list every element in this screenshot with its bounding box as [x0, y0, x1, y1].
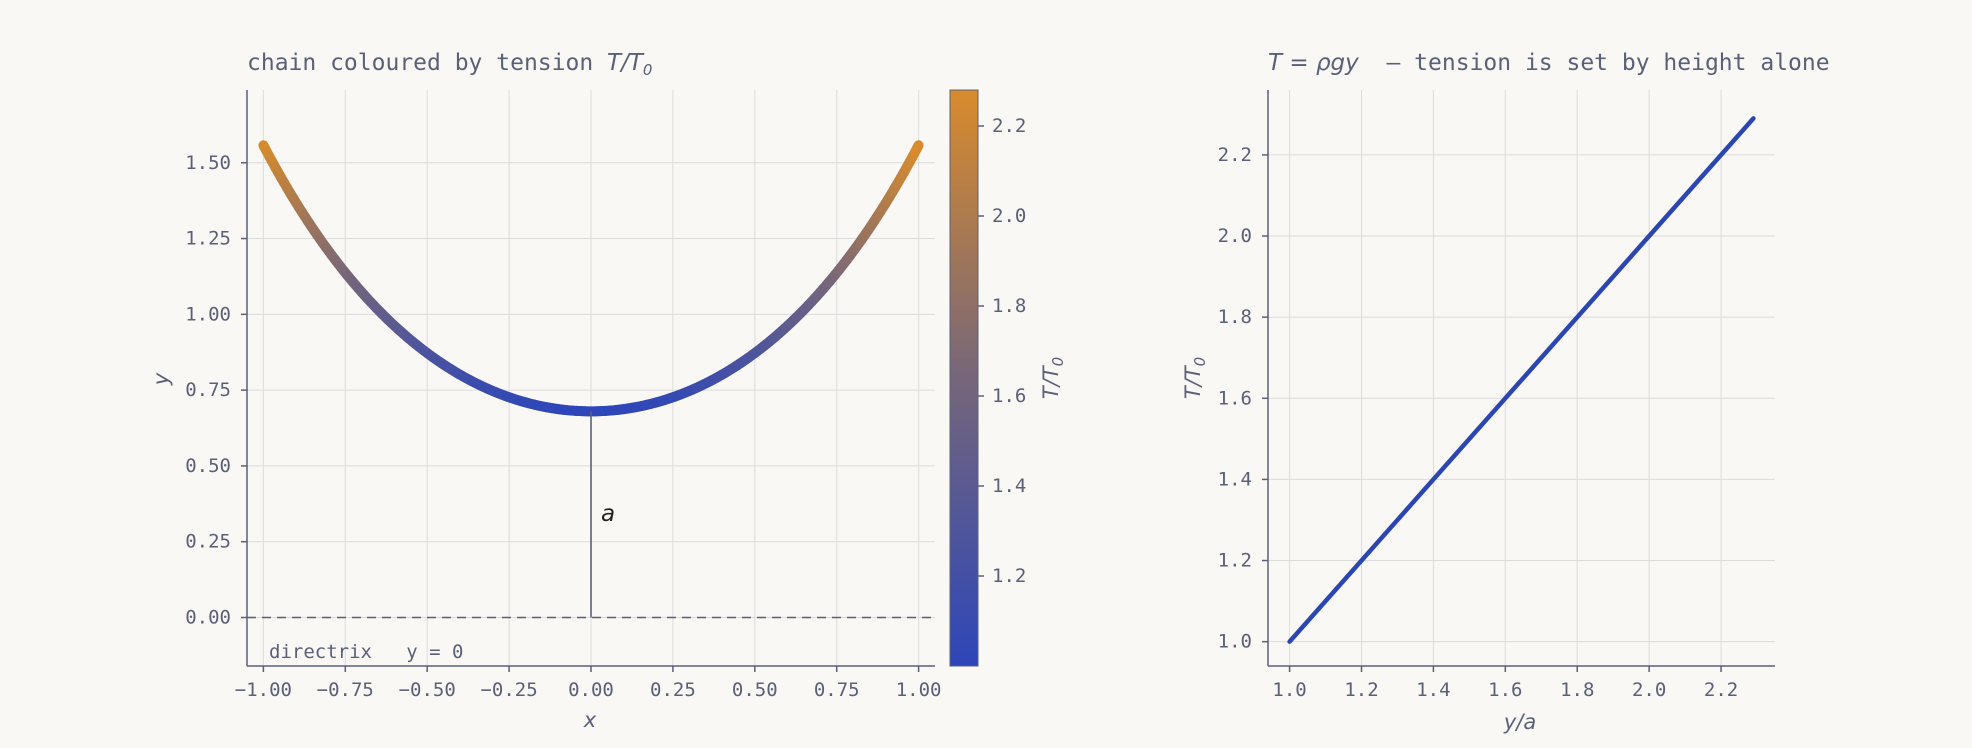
tension-y-ticks: 1.0 1.2 1.4 1.6 1.8 2.0 2.2	[1218, 144, 1268, 653]
tension-y-label: T/T0	[1181, 357, 1209, 399]
colorbar-label: T/T0	[1039, 357, 1067, 399]
tension-x-label: y/a	[1503, 710, 1536, 734]
tension-y-tick-label: 2.0	[1218, 225, 1252, 247]
a-label: a	[601, 501, 615, 527]
colorbar-tick-label: 1.4	[992, 475, 1026, 497]
tension-colorbar: 1.2 1.4 1.6 1.8 2.0 2.2 T/T0	[949, 89, 1067, 667]
tension-y-tick-label: 2.2	[1218, 144, 1252, 166]
catenary-curve	[258, 140, 924, 417]
tension-x-tick-label: 2.2	[1704, 679, 1738, 701]
tension-title: T = ρgy — tension is set by height alone	[1268, 50, 1830, 76]
tension-x-tick-label: 2.0	[1632, 679, 1666, 701]
tension-x-tick-label: 1.8	[1560, 679, 1594, 701]
catenary-y-label: y	[149, 372, 173, 386]
colorbar-tick-label: 1.8	[992, 295, 1026, 317]
tension-y-tick-label: 1.2	[1218, 550, 1252, 572]
catenary-grid	[247, 90, 935, 666]
colorbar-tick-label: 1.6	[992, 385, 1026, 407]
catenary-x-tick-label: 0.50	[732, 679, 778, 701]
tension-x-ticks: 1.0 1.2 1.4 1.6 1.8 2.0 2.2	[1272, 666, 1738, 701]
colorbar-ticks: 1.2 1.4 1.6 1.8 2.0 2.2	[978, 115, 1026, 587]
tension-spines	[1267, 90, 1775, 667]
tension-y-tick-label: 1.4	[1218, 468, 1252, 490]
catenary-y-tick-label: 0.25	[185, 531, 231, 553]
catenary-x-ticks: −1.00 −0.75 −0.50 −0.25 0.00 0.25 0.50 0.75 1.00	[235, 666, 942, 701]
tension-x-tick-label: 1.4	[1416, 679, 1450, 701]
catenary-y-tick-label: 1.50	[185, 152, 231, 174]
catenary-title: chain coloured by tension T/T0	[247, 50, 652, 79]
catenary-y-tick-label: 0.50	[185, 455, 231, 477]
catenary-x-tick-label: −0.50	[399, 679, 456, 701]
colorbar-tick-label: 2.2	[992, 115, 1026, 137]
tension-y-tick-label: 1.6	[1218, 387, 1252, 409]
tension-y-tick-label: 1.8	[1218, 306, 1252, 328]
tension-panel: 1.0 1.2 1.4 1.6 1.8 2.0 2.2 1.0 1.2 1.4 1.6 1.8 2.0…	[1181, 50, 1830, 734]
catenary-x-tick-label: −1.00	[235, 679, 292, 701]
catenary-y-tick-label: 0.00	[185, 606, 231, 628]
colorbar-gradient	[949, 89, 979, 667]
directrix-label: directrix y = 0	[269, 641, 463, 663]
tension-line	[1287, 116, 1756, 644]
tension-x-tick-label: 1.6	[1488, 679, 1522, 701]
catenary-x-tick-label: 1.00	[896, 679, 942, 701]
tension-grid	[1268, 90, 1775, 666]
tension-x-tick-label: 1.2	[1344, 679, 1378, 701]
catenary-y-tick-label: 0.75	[185, 379, 231, 401]
catenary-x-tick-label: −0.25	[480, 679, 537, 701]
catenary-segment	[910, 140, 924, 156]
colorbar-tick-label: 2.0	[992, 205, 1026, 227]
catenary-x-tick-label: 0.75	[814, 679, 860, 701]
catenary-x-tick-label: 0.25	[650, 679, 696, 701]
colorbar-tick-label: 1.2	[992, 565, 1026, 587]
catenary-y-tick-label: 1.00	[185, 303, 231, 325]
tension-series	[1287, 116, 1756, 644]
catenary-x-tick-label: 0.00	[568, 679, 614, 701]
tension-y-tick-label: 1.0	[1218, 631, 1252, 653]
catenary-panel: −1.00 −0.75 −0.50 −0.25 0.00 0.25 0.50 0.75 1.00…	[149, 50, 942, 732]
catenary-x-tick-label: −0.75	[317, 679, 374, 701]
catenary-y-ticks: 0.00 0.25 0.50 0.75 1.00 1.25 1.50	[185, 152, 247, 628]
catenary-x-label: x	[583, 708, 597, 732]
tension-x-tick-label: 1.0	[1272, 679, 1306, 701]
catenary-y-tick-label: 1.25	[185, 228, 231, 250]
